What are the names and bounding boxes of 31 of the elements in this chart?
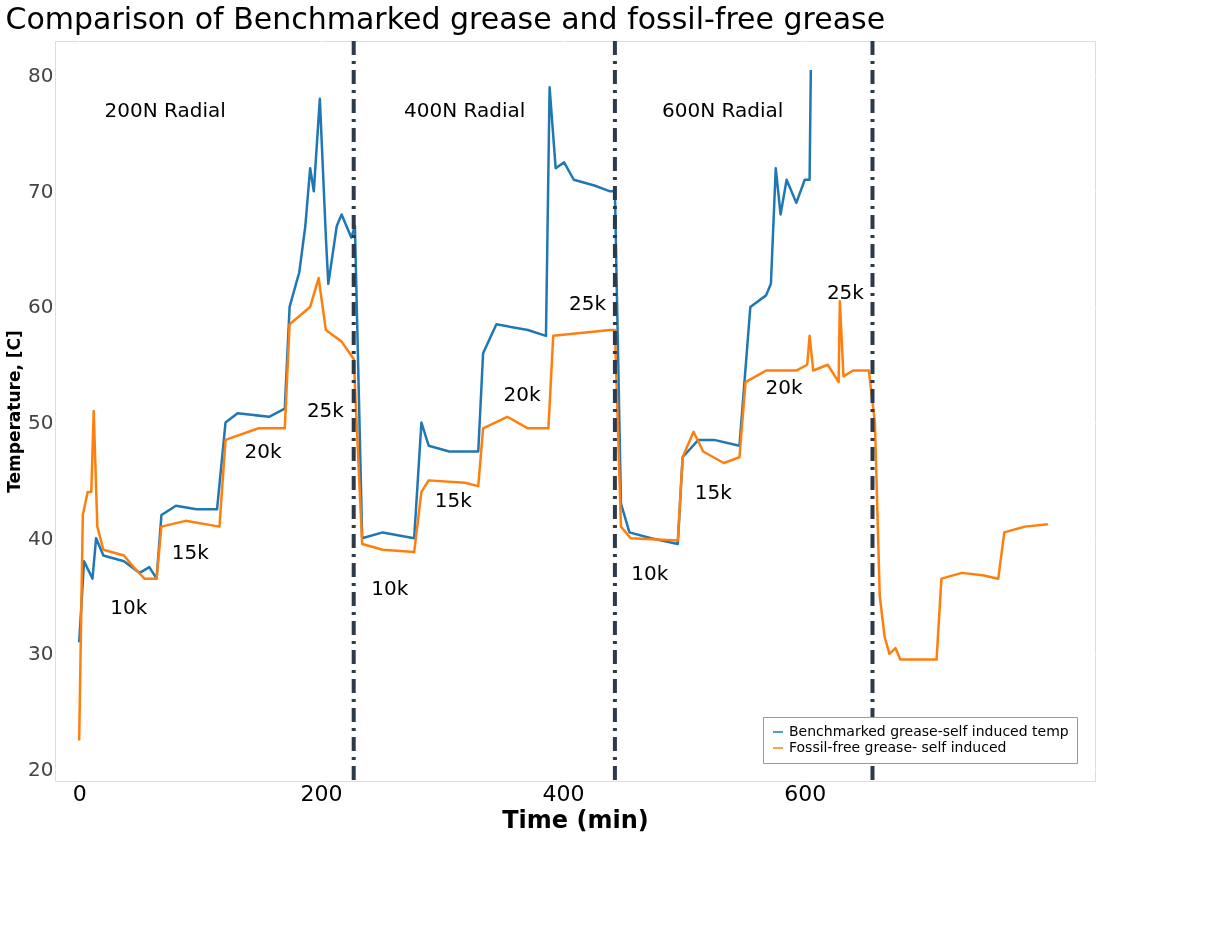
annotation: 400N Radial bbox=[404, 97, 526, 122]
y-tick-label: 70 bbox=[28, 178, 54, 203]
annotation: 10k bbox=[371, 576, 409, 601]
y-tick-label: 50 bbox=[28, 410, 54, 435]
y-tick-label: 80 bbox=[28, 63, 54, 88]
legend-label: Fossil-free grease- self induced bbox=[789, 739, 1007, 755]
annotation: 15k bbox=[434, 488, 473, 513]
annotation: 20k bbox=[244, 439, 282, 464]
annotation: 15k bbox=[171, 540, 210, 565]
annotation: 25k bbox=[306, 398, 345, 422]
chart-title: Comparison of Benchmarked grease and fossil-free grease bbox=[5, 1, 886, 36]
y-tick-label: 20 bbox=[28, 756, 54, 781]
y-axis-title: Temperature, [C] bbox=[4, 330, 25, 493]
annotation: 10k bbox=[110, 594, 148, 619]
annotation: 600N Radial bbox=[662, 97, 784, 122]
annotation: 25k bbox=[568, 290, 607, 315]
annotation: 10k bbox=[631, 560, 669, 585]
y-tick-label: 40 bbox=[28, 525, 54, 550]
legend-label: Benchmarked grease-self induced temp bbox=[789, 723, 1069, 739]
annotation: 20k bbox=[765, 375, 803, 400]
annotation: 25k bbox=[826, 280, 865, 305]
x-tick-label: 200 bbox=[300, 780, 343, 806]
x-axis-title: Time (min) bbox=[502, 805, 649, 834]
annotation: 200N Radial bbox=[104, 97, 226, 122]
annotation: 15k bbox=[694, 480, 733, 505]
annotation: 20k bbox=[503, 381, 541, 406]
x-tick-label: 600 bbox=[784, 780, 827, 806]
y-tick-label: 60 bbox=[28, 294, 54, 319]
x-tick-label: 0 bbox=[72, 780, 87, 806]
x-tick-label: 400 bbox=[542, 780, 585, 806]
y-tick-label: 30 bbox=[28, 641, 54, 666]
